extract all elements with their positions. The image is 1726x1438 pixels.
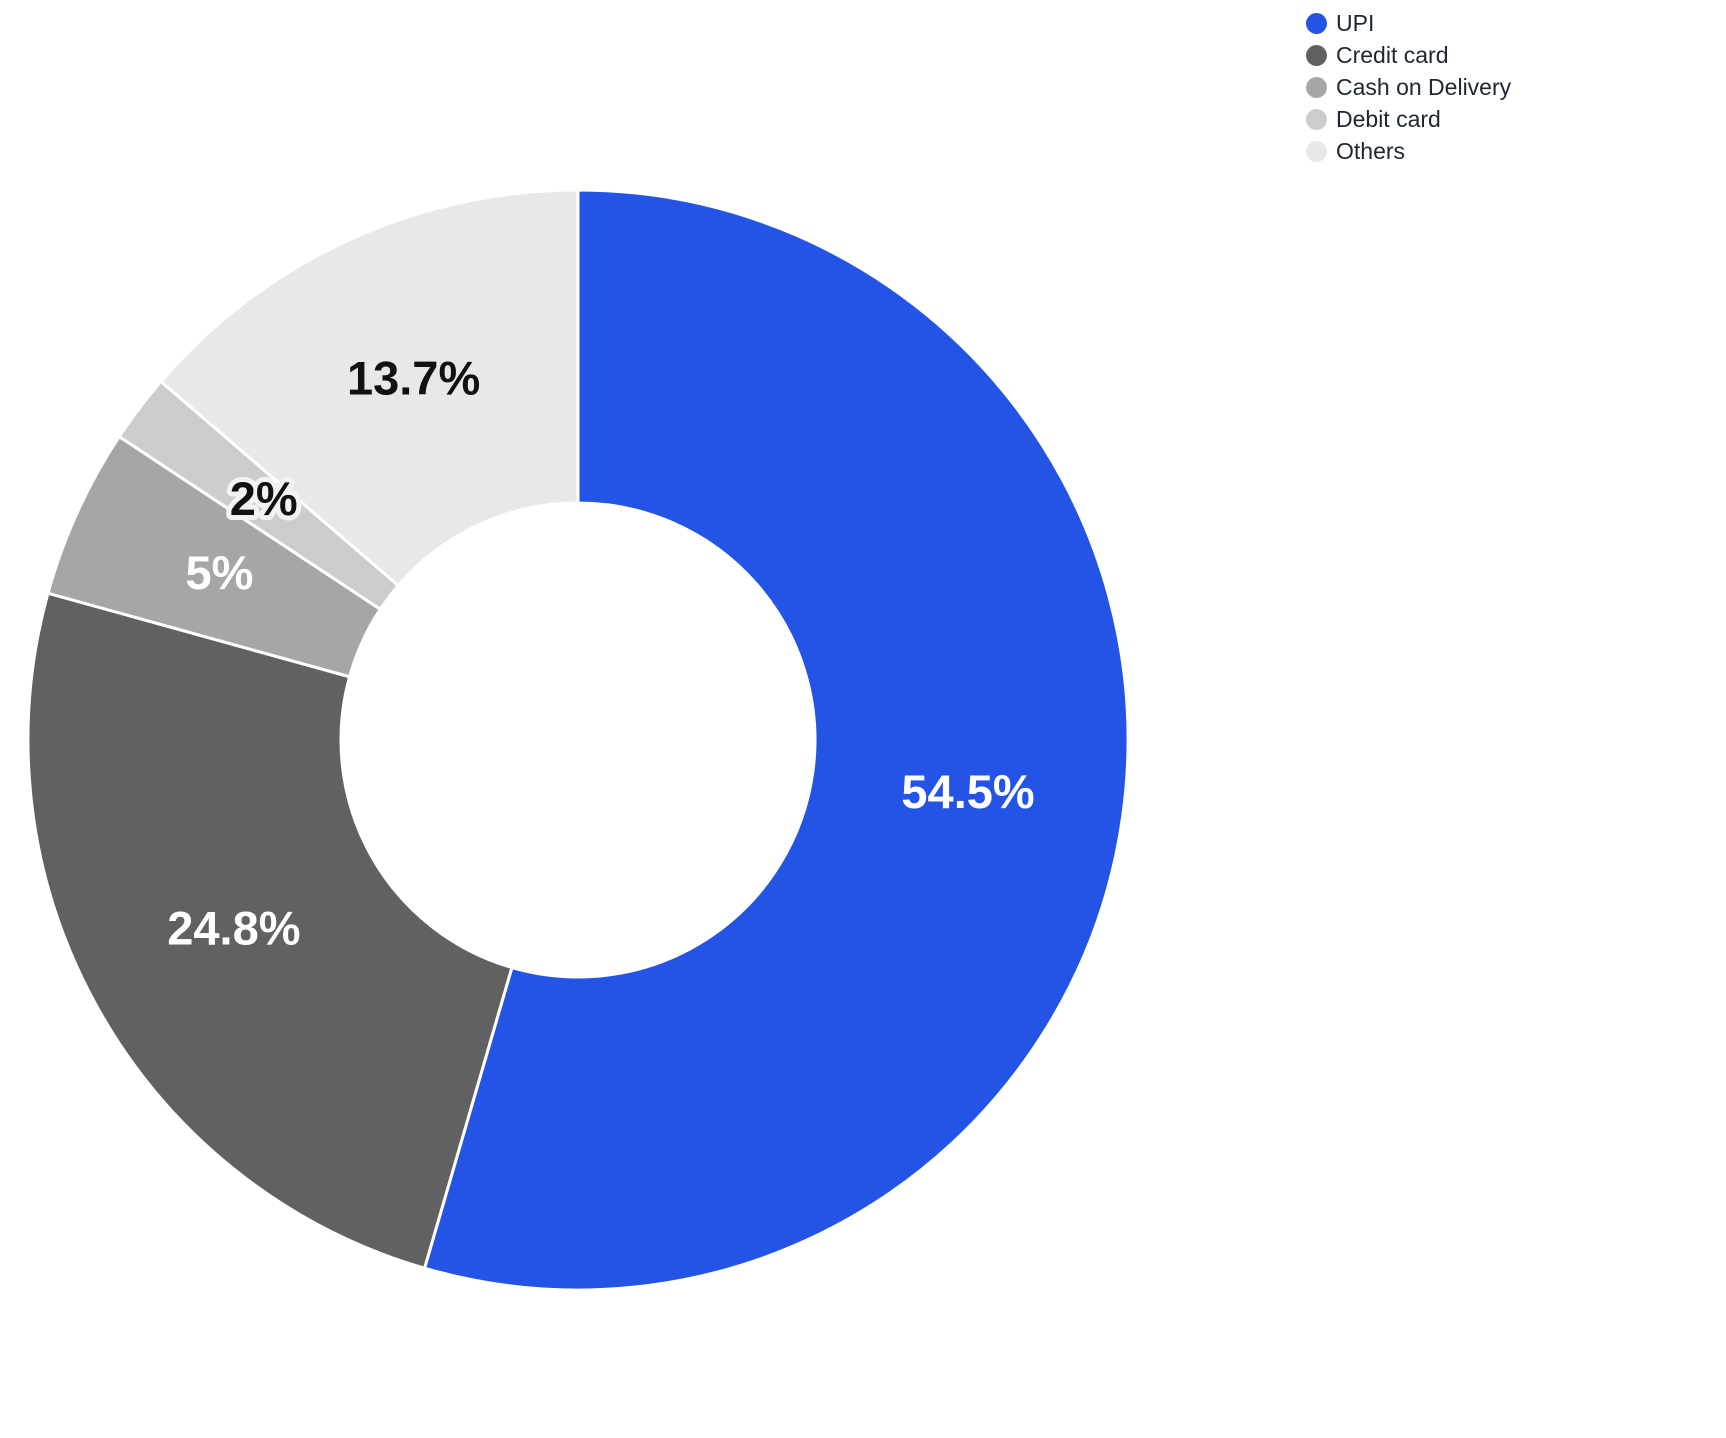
legend-item-label: Others	[1336, 138, 1406, 164]
chart-legend: UPI Credit card Cash on Delivery Debit c…	[1306, 8, 1511, 167]
legend-swatch-icon	[1306, 77, 1327, 98]
legend-item-upi[interactable]: UPI	[1306, 8, 1511, 39]
legend-swatch-icon	[1306, 45, 1327, 66]
legend-item-label: UPI	[1336, 10, 1375, 36]
legend-item-others[interactable]: Others	[1306, 136, 1511, 167]
pie-slice-upi[interactable]	[423, 188, 1130, 1292]
slice-label-debit-card: 2%	[230, 472, 298, 525]
pie-slice-credit-card[interactable]	[26, 591, 514, 1270]
legend-swatch-icon	[1306, 141, 1327, 162]
legend-item-label: Cash on Delivery	[1336, 74, 1512, 100]
legend-item-label: Credit card	[1336, 42, 1449, 68]
legend-item-cash-on-delivery[interactable]: Cash on Delivery	[1306, 72, 1511, 103]
slice-label-credit-card: 24.8%	[167, 901, 300, 954]
slice-label-upi: 54.5%	[901, 765, 1034, 818]
slice-label-cash-on-delivery: 5%	[185, 546, 253, 599]
slice-label-others: 13.7%	[347, 351, 480, 404]
legend-swatch-icon	[1306, 109, 1327, 130]
legend-item-debit-card[interactable]: Debit card	[1306, 104, 1511, 135]
legend-item-label: Debit card	[1336, 106, 1441, 132]
pie-slice-others[interactable]	[159, 188, 580, 588]
legend-item-credit-card[interactable]: Credit card	[1306, 40, 1511, 71]
legend-swatch-icon	[1306, 13, 1327, 34]
